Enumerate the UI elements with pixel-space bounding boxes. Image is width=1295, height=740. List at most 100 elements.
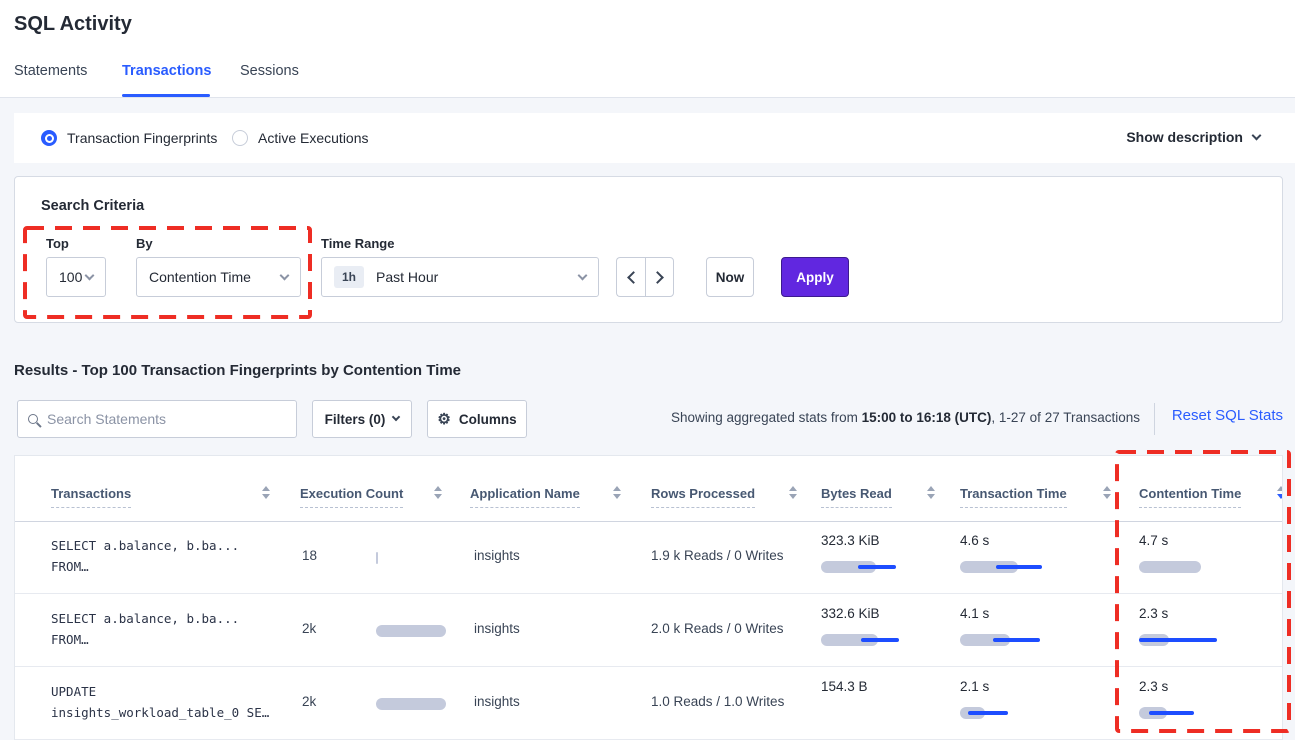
bytes-read-value: 332.6 KiB — [821, 606, 880, 621]
column-header-bytes-read[interactable]: Bytes Read — [821, 486, 892, 508]
column-header-transaction-time[interactable]: Transaction Time — [960, 486, 1067, 508]
contention-time-bar — [1139, 707, 1282, 719]
bytes-read-bar — [821, 561, 986, 573]
contention-time-bar — [1139, 561, 1282, 573]
execution-count-bar — [376, 552, 541, 564]
columns-label: Columns — [458, 411, 517, 427]
contention-time-bar — [1139, 634, 1282, 646]
next-time-button[interactable] — [645, 257, 674, 297]
page-title: SQL Activity — [14, 13, 132, 35]
time-range-value: Past Hour — [376, 269, 439, 285]
contention-time-value: 4.7 s — [1139, 533, 1169, 548]
search-input[interactable] — [47, 411, 286, 427]
top-select-value: 100 — [59, 269, 83, 285]
time-range-badge: 1h — [334, 266, 365, 288]
tab-transactions[interactable]: Transactions — [122, 63, 212, 79]
transaction-fingerprint-link[interactable]: SELECT a.balance, b.ba... FROM… — [51, 538, 240, 574]
column-header-rows-processed[interactable]: Rows Processed — [651, 486, 756, 508]
show-description-toggle[interactable]: Show description — [1126, 129, 1262, 145]
sort-icon[interactable] — [926, 486, 935, 502]
column-header-application-name[interactable]: Application Name — [470, 486, 580, 508]
sort-icon-active-desc[interactable] — [1276, 486, 1282, 502]
chevron-right-icon — [651, 270, 664, 284]
divider — [15, 521, 1282, 522]
tab-sessions[interactable]: Sessions — [240, 63, 299, 79]
transaction-fingerprint-link[interactable]: SELECT a.balance, b.ba... FROM… — [51, 611, 240, 647]
contention-time-value: 2.3 s — [1139, 606, 1169, 621]
transaction-time-bar — [960, 634, 1125, 646]
top-label: Top — [46, 236, 69, 251]
search-criteria-heading: Search Criteria — [41, 198, 145, 214]
transaction-time-bar — [960, 707, 1125, 719]
top-select[interactable]: 100 — [46, 257, 106, 297]
divider — [1154, 403, 1155, 435]
search-statements-box[interactable] — [17, 400, 297, 438]
search-icon — [28, 414, 38, 424]
reset-sql-stats-link[interactable]: Reset SQL Stats — [1171, 407, 1283, 424]
table-row: UPDATE insights_workload_table_0 SE… 2k … — [15, 667, 1282, 740]
now-button[interactable]: Now — [706, 257, 754, 297]
table-row: SELECT a.balance, b.ba... FROM… 18 insig… — [15, 521, 1282, 594]
chevron-down-icon — [1251, 130, 1262, 140]
sort-icon[interactable] — [612, 486, 621, 502]
by-select[interactable]: Contention Time — [136, 257, 301, 297]
transactions-table: Transactions Execution Count Application… — [14, 455, 1283, 740]
rows-processed-value: 1.0 Reads / 1.0 Writes — [651, 694, 785, 709]
gear-icon: ⚙ — [437, 410, 451, 428]
bytes-read-value: 154.3 B — [821, 679, 868, 694]
sort-icon[interactable] — [788, 486, 797, 502]
rows-processed-value: 1.9 k Reads / 0 Writes — [651, 548, 784, 563]
radio-label: Transaction Fingerprints — [67, 130, 218, 146]
contention-time-value: 2.3 s — [1139, 679, 1169, 694]
apply-button[interactable]: Apply — [781, 257, 849, 297]
application-name-value: insights — [474, 548, 520, 563]
transaction-time-value: 2.1 s — [960, 679, 990, 694]
columns-button[interactable]: ⚙ Columns — [427, 400, 527, 438]
previous-time-button[interactable] — [616, 257, 645, 297]
filters-button[interactable]: Filters (0) — [312, 400, 412, 438]
execution-count-value: 2k — [302, 621, 317, 636]
radio-selected-icon[interactable] — [41, 130, 57, 146]
column-header-transactions[interactable]: Transactions — [51, 486, 132, 508]
column-header-contention-time[interactable]: Contention Time — [1139, 486, 1242, 508]
aggregated-stats-text: Showing aggregated stats from 15:00 to 1… — [671, 410, 1140, 425]
bytes-read-bar — [821, 634, 986, 646]
transaction-time-value: 4.1 s — [960, 606, 990, 621]
chevron-down-icon — [577, 270, 588, 280]
tab-statements[interactable]: Statements — [14, 63, 88, 79]
radio-label: Active Executions — [258, 130, 369, 146]
time-step-group — [616, 257, 674, 297]
filters-label: Filters (0) — [324, 411, 386, 427]
radio-active-executions[interactable]: Active Executions — [232, 130, 369, 146]
bytes-read-value: 323.3 KiB — [821, 533, 880, 548]
by-label: By — [136, 236, 153, 251]
chevron-left-icon — [626, 270, 640, 284]
transaction-fingerprint-link[interactable]: UPDATE insights_workload_table_0 SE… — [51, 684, 270, 720]
column-header-execution-count[interactable]: Execution Count — [300, 486, 404, 508]
sort-icon[interactable] — [1102, 486, 1111, 502]
sort-icon[interactable] — [433, 486, 442, 502]
view-toggle-band: Transaction Fingerprints Active Executio… — [14, 113, 1295, 163]
application-name-value: insights — [474, 621, 520, 636]
transaction-time-value: 4.6 s — [960, 533, 990, 548]
results-heading: Results - Top 100 Transaction Fingerprin… — [14, 362, 462, 379]
time-range-label: Time Range — [321, 236, 395, 251]
search-criteria-card: Search Criteria Top By Time Range 100 Co… — [14, 176, 1283, 323]
time-range-select[interactable]: 1h Past Hour — [321, 257, 599, 297]
radio-unselected-icon[interactable] — [232, 130, 248, 146]
chevron-down-icon — [84, 270, 95, 280]
execution-count-bar — [376, 625, 541, 637]
chevron-down-icon — [279, 270, 290, 280]
sort-icon[interactable] — [261, 486, 270, 502]
execution-count-bar — [376, 698, 541, 710]
rows-processed-value: 2.0 k Reads / 0 Writes — [651, 621, 784, 636]
active-tab-underline — [122, 94, 210, 97]
execution-count-value: 2k — [302, 694, 317, 709]
transaction-time-bar — [960, 561, 1125, 573]
radio-transaction-fingerprints[interactable]: Transaction Fingerprints — [41, 130, 217, 146]
by-select-value: Contention Time — [149, 269, 251, 285]
application-name-value: insights — [474, 694, 520, 709]
page-header: SQL Activity Statements Transactions Ses… — [0, 0, 1295, 98]
table-row: SELECT a.balance, b.ba... FROM… 2k insig… — [15, 594, 1282, 667]
